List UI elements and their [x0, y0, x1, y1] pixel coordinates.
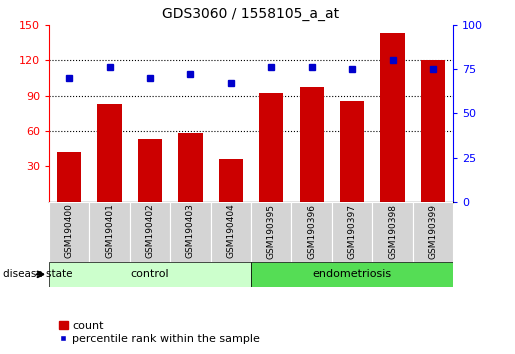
Text: control: control [131, 269, 169, 279]
Legend: count, percentile rank within the sample: count, percentile rank within the sample [55, 316, 265, 348]
Text: GSM190395: GSM190395 [267, 204, 276, 258]
Text: endometriosis: endometriosis [313, 269, 392, 279]
Bar [178, 133, 202, 202]
Bar [381, 33, 405, 202]
Bar [251, 202, 291, 262]
Text: GSM190404: GSM190404 [227, 204, 235, 258]
Text: GSM190397: GSM190397 [348, 204, 356, 258]
Bar [219, 159, 243, 202]
Bar [300, 87, 324, 202]
Text: GSM190400: GSM190400 [65, 204, 74, 258]
Text: GSM190402: GSM190402 [146, 204, 154, 258]
Bar [170, 202, 211, 262]
Bar [138, 139, 162, 202]
Text: disease state: disease state [3, 269, 72, 279]
Title: GDS3060 / 1558105_a_at: GDS3060 / 1558105_a_at [163, 7, 339, 21]
Text: GSM190401: GSM190401 [105, 204, 114, 258]
Bar [49, 262, 251, 287]
Bar [340, 102, 364, 202]
Bar [97, 104, 122, 202]
Bar [90, 202, 130, 262]
Bar [259, 93, 283, 202]
Text: GSM190399: GSM190399 [428, 204, 437, 258]
Bar [413, 202, 453, 262]
Text: GSM190403: GSM190403 [186, 204, 195, 258]
Bar [251, 262, 453, 287]
Text: GSM190396: GSM190396 [307, 204, 316, 258]
Bar [49, 202, 90, 262]
Bar [130, 202, 170, 262]
Text: GSM190398: GSM190398 [388, 204, 397, 258]
Bar [421, 60, 445, 202]
Bar [372, 202, 413, 262]
Bar [211, 202, 251, 262]
Bar [332, 202, 372, 262]
Bar [291, 202, 332, 262]
Bar [57, 152, 81, 202]
